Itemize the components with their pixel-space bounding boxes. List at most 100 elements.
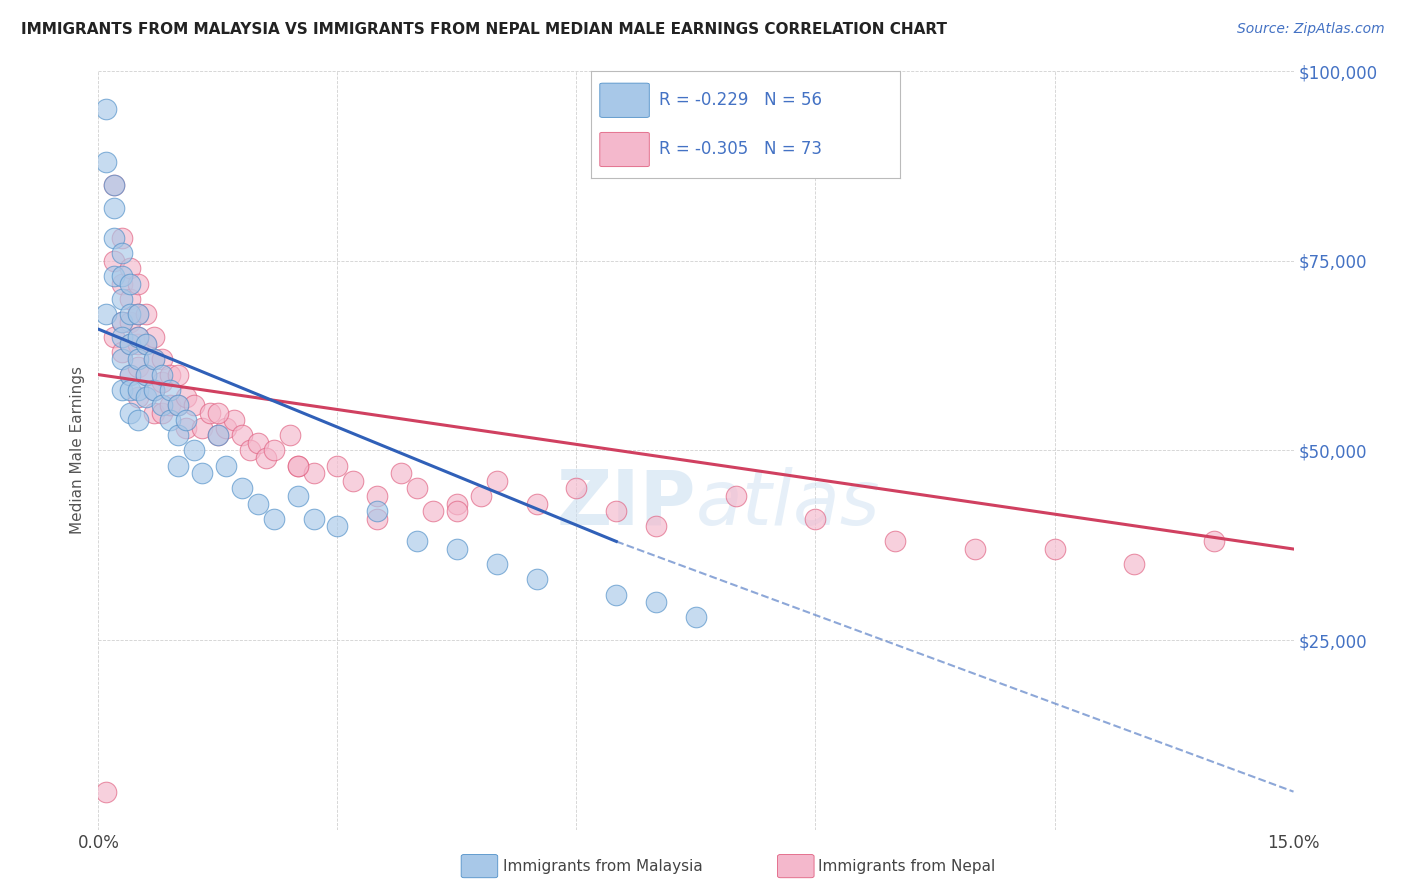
- Point: [143, 352, 166, 367]
- Text: R = -0.305   N = 73: R = -0.305 N = 73: [658, 141, 821, 159]
- Point: [207, 428, 229, 442]
- Point: [231, 482, 253, 496]
- Point: [446, 541, 468, 557]
- Point: [389, 466, 412, 480]
- Point: [96, 785, 118, 799]
- Point: [150, 375, 173, 389]
- Text: Immigrants from Nepal: Immigrants from Nepal: [818, 859, 995, 873]
- Point: [120, 314, 142, 328]
- Point: [103, 253, 125, 268]
- Point: [254, 451, 277, 466]
- Point: [135, 368, 157, 382]
- Point: [111, 292, 134, 306]
- FancyBboxPatch shape: [600, 132, 650, 167]
- Point: [198, 405, 221, 420]
- Point: [1043, 541, 1066, 557]
- Point: [366, 504, 388, 518]
- Point: [150, 405, 173, 420]
- Point: [215, 421, 238, 435]
- Point: [127, 307, 149, 321]
- Point: [207, 428, 229, 442]
- Point: [103, 330, 125, 344]
- Point: [215, 458, 238, 473]
- Point: [231, 428, 253, 442]
- Point: [366, 489, 388, 503]
- Text: atlas: atlas: [696, 467, 880, 541]
- Point: [183, 443, 205, 458]
- Point: [685, 610, 707, 624]
- Point: [127, 359, 149, 375]
- Point: [159, 383, 181, 397]
- Point: [127, 383, 149, 397]
- Point: [96, 102, 118, 116]
- Point: [120, 261, 142, 276]
- Point: [191, 421, 214, 435]
- Point: [526, 496, 548, 510]
- Point: [884, 534, 907, 549]
- Point: [804, 512, 827, 526]
- Point: [406, 534, 429, 549]
- Text: Immigrants from Malaysia: Immigrants from Malaysia: [503, 859, 703, 873]
- Point: [167, 398, 190, 412]
- Point: [103, 178, 125, 192]
- Point: [135, 391, 157, 405]
- Point: [287, 458, 309, 473]
- Point: [287, 458, 309, 473]
- Point: [174, 413, 197, 427]
- Point: [135, 368, 157, 382]
- Point: [167, 398, 190, 412]
- Text: R = -0.229   N = 56: R = -0.229 N = 56: [658, 91, 821, 109]
- Point: [278, 428, 301, 442]
- Point: [120, 405, 142, 420]
- Point: [645, 595, 668, 609]
- Point: [111, 314, 134, 328]
- Point: [111, 246, 134, 260]
- Point: [120, 368, 142, 382]
- Point: [605, 504, 627, 518]
- Point: [1202, 534, 1225, 549]
- Point: [263, 512, 285, 526]
- Point: [263, 443, 285, 458]
- Point: [645, 519, 668, 533]
- Point: [127, 391, 149, 405]
- Point: [143, 383, 166, 397]
- Point: [302, 512, 325, 526]
- Point: [127, 413, 149, 427]
- Point: [127, 352, 149, 367]
- Point: [446, 496, 468, 510]
- Text: ZIP: ZIP: [557, 467, 696, 541]
- Y-axis label: Median Male Earnings: Median Male Earnings: [70, 367, 86, 534]
- Point: [120, 307, 142, 321]
- Point: [127, 277, 149, 291]
- FancyBboxPatch shape: [461, 855, 498, 878]
- Point: [150, 352, 173, 367]
- Point: [111, 330, 134, 344]
- Point: [143, 352, 166, 367]
- Point: [127, 307, 149, 321]
- Point: [326, 519, 349, 533]
- Point: [120, 337, 142, 351]
- Point: [103, 201, 125, 215]
- Point: [526, 573, 548, 587]
- Point: [246, 435, 269, 450]
- Point: [174, 391, 197, 405]
- FancyBboxPatch shape: [778, 855, 814, 878]
- Point: [302, 466, 325, 480]
- Point: [406, 482, 429, 496]
- Point: [135, 307, 157, 321]
- Point: [96, 155, 118, 169]
- Point: [143, 330, 166, 344]
- Point: [485, 474, 508, 488]
- Point: [191, 466, 214, 480]
- Point: [246, 496, 269, 510]
- Point: [167, 428, 190, 442]
- Point: [111, 231, 134, 245]
- Point: [103, 178, 125, 192]
- Point: [135, 337, 157, 351]
- Point: [135, 337, 157, 351]
- Point: [446, 504, 468, 518]
- Point: [103, 231, 125, 245]
- Point: [159, 398, 181, 412]
- Point: [222, 413, 245, 427]
- Point: [207, 405, 229, 420]
